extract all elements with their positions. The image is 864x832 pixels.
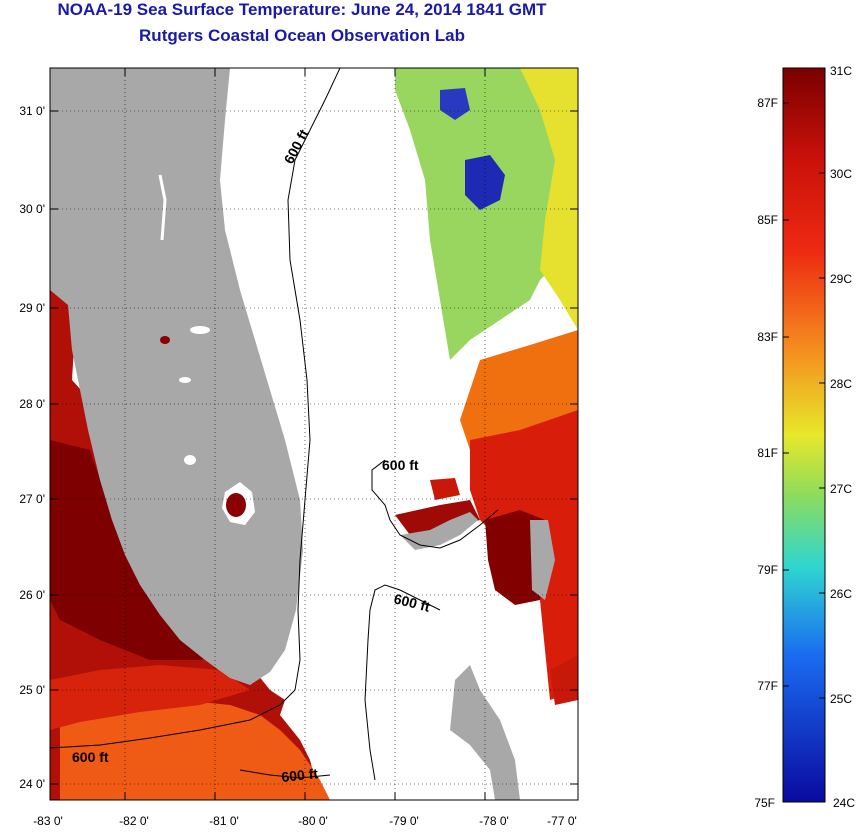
lon-label: -82 0': [119, 814, 149, 828]
bahamas-land: [400, 512, 478, 550]
map-ticks: [50, 68, 578, 800]
atlantic-yellow-region: [520, 68, 578, 330]
contour-label: 600 ft: [382, 457, 419, 473]
lat-label: 31 0': [19, 104, 45, 118]
colorbar-celsius-label: 29C: [830, 272, 852, 286]
colorbar-celsius-label: 25C: [830, 692, 852, 706]
longitude-labels: -83 0' -82 0' -81 0' -80 0' -79 0' -78 0…: [33, 814, 577, 828]
inland-lake: [160, 336, 170, 344]
lat-label: 28 0': [19, 397, 45, 411]
lat-label: 24 0': [19, 777, 45, 791]
gulf-south-orange: [60, 700, 330, 800]
lon-label: -78 0': [479, 814, 509, 828]
colorbar-celsius-label: 27C: [830, 482, 852, 496]
colorbar-fahrenheit-label: 77F: [757, 679, 778, 693]
colorbar-fahrenheit-label: 81F: [757, 446, 778, 460]
lat-label: 26 0': [19, 588, 45, 602]
isobath-600ft-bahamas-north: [371, 459, 499, 549]
inland-lake: [179, 377, 191, 383]
contour-label: 600 ft: [72, 749, 109, 765]
isobath-600ft-east-coast: [50, 68, 341, 749]
lon-label: -81 0': [209, 814, 239, 828]
colorbar-fahrenheit-label: 83F: [757, 330, 778, 344]
map-frame: [49, 67, 579, 801]
colorbar-fahrenheit-label: 87F: [757, 96, 778, 110]
atlantic-blue-patch: [440, 88, 470, 120]
atlantic-green-region: [395, 68, 578, 360]
lat-label: 27 0': [19, 492, 45, 506]
lat-label: 25 0': [19, 683, 45, 697]
gulfstream-patch: [430, 478, 460, 500]
bahamas-south-sst: [550, 655, 578, 705]
colorbar-celsius-label: 28C: [830, 377, 852, 391]
latitude-labels: 31 0' 30 0' 29 0' 28 0' 27 0' 26 0' 25 0…: [19, 104, 45, 791]
florida-land: [50, 68, 303, 685]
colorbar-celsius-label: 26C: [830, 587, 852, 601]
abaco-land: [530, 520, 555, 600]
lat-label: 29 0': [19, 301, 45, 315]
colorbar-gradient: [782, 67, 826, 803]
isobath-600ft-keys: [239, 769, 331, 779]
contour-label: 600 ft: [281, 765, 319, 785]
map-grid: [50, 68, 578, 800]
colorbar-fahrenheit-label: 75F: [754, 796, 775, 810]
map-area: [50, 68, 578, 800]
inland-lake: [184, 455, 196, 465]
atlantic-blue-patch: [465, 155, 505, 210]
colorbar-celsius-label: 30C: [830, 167, 852, 181]
lon-label: -79 0': [389, 814, 419, 828]
gulf-south-red: [50, 665, 250, 730]
colorbar-fahrenheit-label: 85F: [757, 213, 778, 227]
map-subtitle: Rutgers Coastal Ocean Observation Lab: [139, 26, 465, 45]
colorbar-celsius-label: 31C: [830, 64, 852, 78]
inland-lake: [190, 326, 210, 334]
colorbar-celsius-label: 24C: [833, 796, 855, 810]
lon-label: -77 0': [547, 814, 577, 828]
atlantic-orange-region: [460, 330, 578, 450]
coastal-river: [158, 174, 167, 241]
lon-label: -83 0': [33, 814, 63, 828]
lon-label: -80 0': [298, 814, 328, 828]
lake-sst: [226, 493, 246, 517]
grand-bahama-sst: [395, 500, 480, 535]
map-title: NOAA-19 Sea Surface Temperature: June 24…: [57, 0, 547, 19]
gulf-warm-core: [50, 440, 230, 660]
colorbar-ticks: [783, 102, 825, 699]
colorbar-fahrenheit-label: 79F: [757, 563, 778, 577]
colorbar: 31C 30C 29C 28C 27C 26C 25C 24C 87F 85F …: [754, 64, 855, 810]
lat-label: 30 0': [19, 202, 45, 216]
